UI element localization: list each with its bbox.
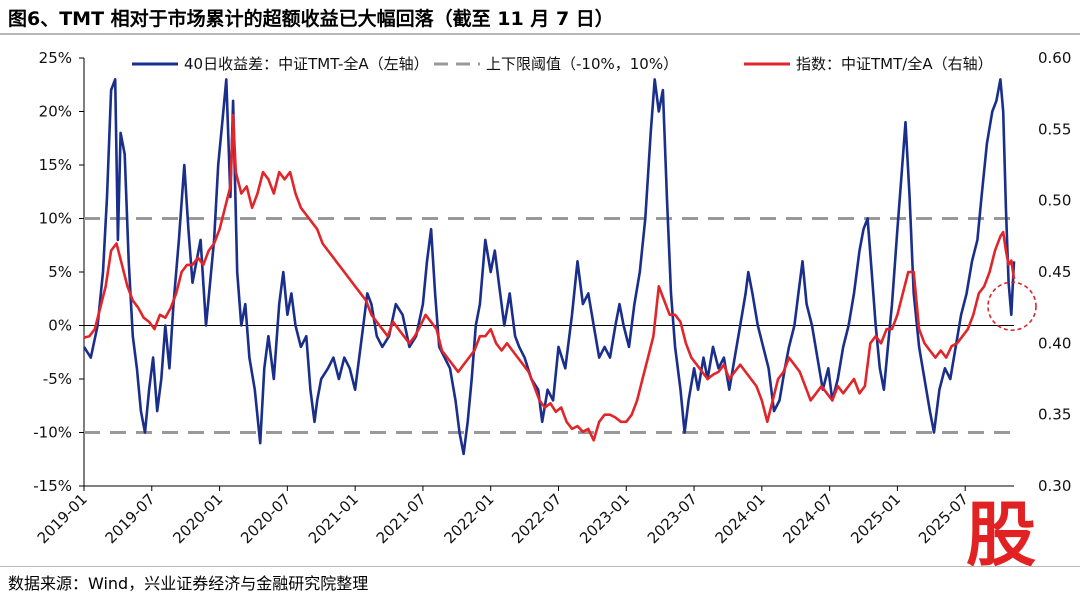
series-line-excess-return	[82, 78, 1016, 456]
left-y-tick-label: -15%	[33, 477, 72, 495]
left-y-tick-label: 15%	[39, 156, 72, 174]
right-y-tick-label: 0.60	[1038, 49, 1071, 67]
x-tick-label: 2021-01	[305, 490, 362, 547]
x-tick-label: 2019-01	[34, 490, 91, 547]
left-y-tick-label: 25%	[39, 49, 72, 67]
chart-annotations	[987, 281, 1037, 332]
x-tick-label: 2025-01	[847, 490, 904, 547]
left-y-tick-label: -10%	[33, 424, 72, 442]
source-note: 数据来源：Wind，兴业证券经济与金融研究院整理	[8, 574, 369, 593]
annotation-circle	[987, 281, 1037, 332]
chart-series	[82, 78, 1016, 456]
x-tick-label: 2024-01	[712, 490, 769, 547]
x-tick-label: 2019-07	[102, 490, 159, 547]
right-y-tick-label: 0.45	[1038, 263, 1071, 281]
legend-item-tmt-ratio-label: 指数：中证TMT/全A（右轴）	[796, 55, 993, 73]
right-y-tick-label: 0.35	[1038, 406, 1071, 424]
x-tick-label: 2023-07	[644, 490, 701, 547]
right-y-tick-label: 0.50	[1038, 192, 1071, 210]
right-y-tick-label: 0.55	[1038, 120, 1071, 138]
right-y-tick-label: 0.40	[1038, 334, 1071, 352]
left-y-tick-label: 20%	[39, 103, 72, 121]
x-tick-label: 2024-07	[779, 490, 836, 547]
title-divider	[0, 33, 1080, 35]
chart-legend: 40日收益差：中证TMT-全A（左轴） 上下限阈值（-10%，10%） 指数：中证T…	[132, 55, 993, 73]
watermark-stamp: 股	[966, 494, 1036, 576]
x-tick-label: 2021-07	[373, 490, 430, 547]
x-tick-label: 2020-07	[237, 490, 294, 547]
left-y-tick-label: -5%	[43, 370, 72, 388]
legend-item-threshold-label: 上下限阈值（-10%，10%）	[486, 55, 678, 73]
source-divider	[0, 566, 1080, 567]
left-y-tick-label: 5%	[48, 263, 72, 281]
left-y-tick-label: 10%	[39, 210, 72, 228]
x-tick-label: 2022-01	[440, 490, 497, 547]
figure-title: 图6、TMT 相对于市场累计的超额收益已大幅回落（截至 11 月 7 日）	[8, 8, 614, 30]
left-y-tick-label: 0%	[48, 317, 72, 335]
x-tick-label: 2023-01	[576, 490, 633, 547]
x-tick-label: 2025-07	[915, 490, 972, 547]
legend-item-excess-return-label: 40日收益差：中证TMT-全A（左轴）	[184, 55, 429, 73]
x-tick-label: 2022-07	[508, 490, 565, 547]
x-tick-label: 2020-01	[169, 490, 226, 547]
right-y-tick-label: 0.30	[1038, 477, 1071, 495]
series-line-tmt-ratio	[83, 113, 1016, 442]
